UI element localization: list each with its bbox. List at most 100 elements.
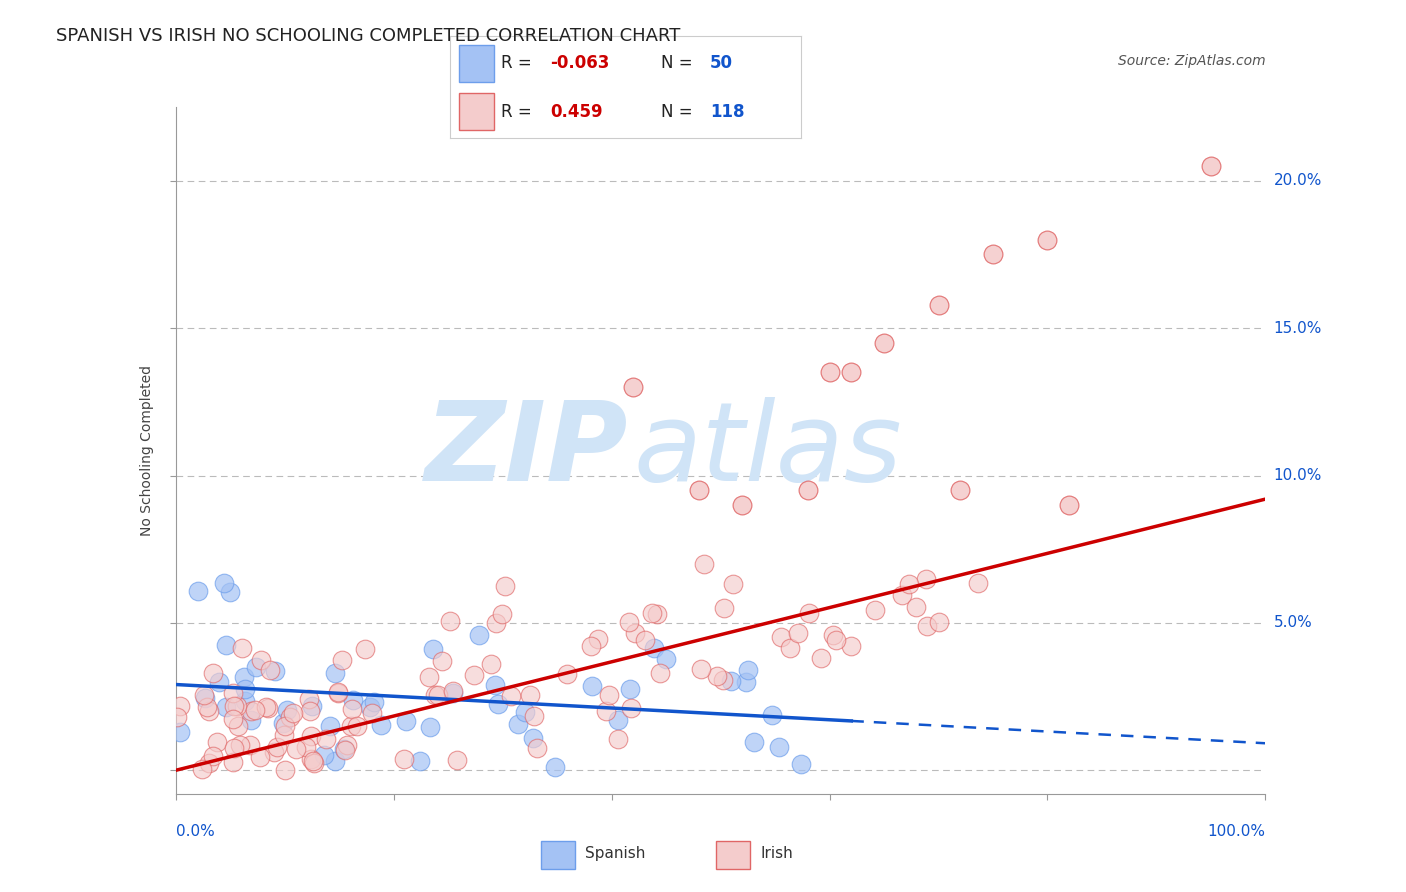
Point: [257, 701, 280, 715]
Point: [898, 577, 921, 591]
Text: 5.0%: 5.0%: [1274, 615, 1312, 631]
Point: [786, 625, 808, 640]
Point: [197, 756, 219, 770]
FancyBboxPatch shape: [541, 840, 575, 869]
Point: [641, 607, 664, 621]
Text: 0.459: 0.459: [550, 103, 603, 120]
Point: [225, 698, 247, 713]
Point: [873, 335, 896, 350]
Point: [643, 640, 665, 655]
Point: [917, 619, 939, 633]
Point: [494, 579, 516, 593]
Point: [418, 670, 440, 684]
Point: [621, 380, 644, 394]
Point: [222, 712, 245, 726]
Point: [222, 686, 245, 700]
Point: [228, 738, 250, 752]
Point: [522, 731, 544, 746]
Point: [818, 365, 841, 379]
Point: [239, 713, 262, 727]
Point: [619, 682, 641, 697]
Point: [278, 709, 301, 723]
Point: [439, 614, 461, 628]
Point: [263, 745, 285, 759]
Point: [797, 606, 820, 620]
Point: [285, 741, 308, 756]
Point: [333, 741, 356, 756]
Point: [169, 699, 191, 714]
Point: [370, 718, 392, 732]
Point: [328, 686, 350, 700]
Point: [731, 498, 754, 512]
Point: [273, 763, 295, 777]
Point: [207, 674, 229, 689]
Point: [297, 692, 319, 706]
Point: [295, 740, 318, 755]
Point: [441, 686, 464, 700]
Point: [363, 695, 385, 709]
Point: [330, 653, 353, 667]
Point: [193, 690, 215, 705]
Point: [839, 640, 862, 654]
Point: [981, 247, 1004, 261]
Point: [212, 576, 235, 591]
Point: [191, 762, 214, 776]
Point: [841, 365, 863, 379]
Text: Source: ZipAtlas.com: Source: ZipAtlas.com: [1118, 54, 1265, 68]
Point: [595, 704, 617, 718]
Point: [299, 729, 322, 743]
Point: [233, 694, 256, 708]
Point: [302, 755, 325, 769]
Point: [1036, 233, 1059, 247]
Point: [198, 704, 221, 718]
Text: N =: N =: [661, 54, 692, 72]
Point: [731, 498, 754, 512]
Point: [810, 651, 832, 665]
Point: [779, 641, 801, 656]
Point: [1036, 233, 1059, 247]
Point: [195, 699, 218, 714]
Point: [742, 734, 765, 748]
Point: [273, 727, 295, 741]
Text: atlas: atlas: [633, 397, 903, 504]
FancyBboxPatch shape: [458, 93, 494, 130]
Text: 50: 50: [710, 54, 733, 72]
Text: R =: R =: [501, 54, 531, 72]
Point: [915, 572, 938, 586]
Point: [222, 755, 245, 769]
Point: [336, 738, 359, 752]
Point: [423, 688, 446, 702]
Point: [249, 750, 271, 764]
Point: [1199, 159, 1222, 173]
Point: [519, 688, 541, 702]
Text: 118: 118: [710, 103, 745, 120]
Point: [266, 740, 288, 755]
Point: [823, 628, 845, 642]
Point: [607, 713, 630, 727]
Point: [863, 603, 886, 617]
Point: [232, 670, 254, 684]
Point: [692, 557, 714, 571]
Y-axis label: No Schooling Completed: No Schooling Completed: [141, 365, 155, 536]
Point: [513, 706, 536, 720]
Point: [796, 483, 818, 498]
Point: [259, 663, 281, 677]
Point: [441, 683, 464, 698]
Text: -0.063: -0.063: [550, 54, 609, 72]
Point: [619, 615, 641, 629]
Point: [346, 719, 368, 733]
Point: [655, 652, 678, 666]
Point: [333, 743, 356, 757]
Point: [468, 627, 491, 641]
Point: [928, 615, 950, 629]
Point: [873, 335, 896, 350]
Point: [250, 653, 273, 667]
Point: [688, 483, 710, 498]
Point: [340, 701, 363, 715]
Point: [967, 575, 990, 590]
Point: [392, 752, 415, 766]
Point: [281, 706, 304, 720]
Point: [485, 615, 508, 630]
Point: [690, 662, 713, 676]
Point: [169, 725, 191, 739]
